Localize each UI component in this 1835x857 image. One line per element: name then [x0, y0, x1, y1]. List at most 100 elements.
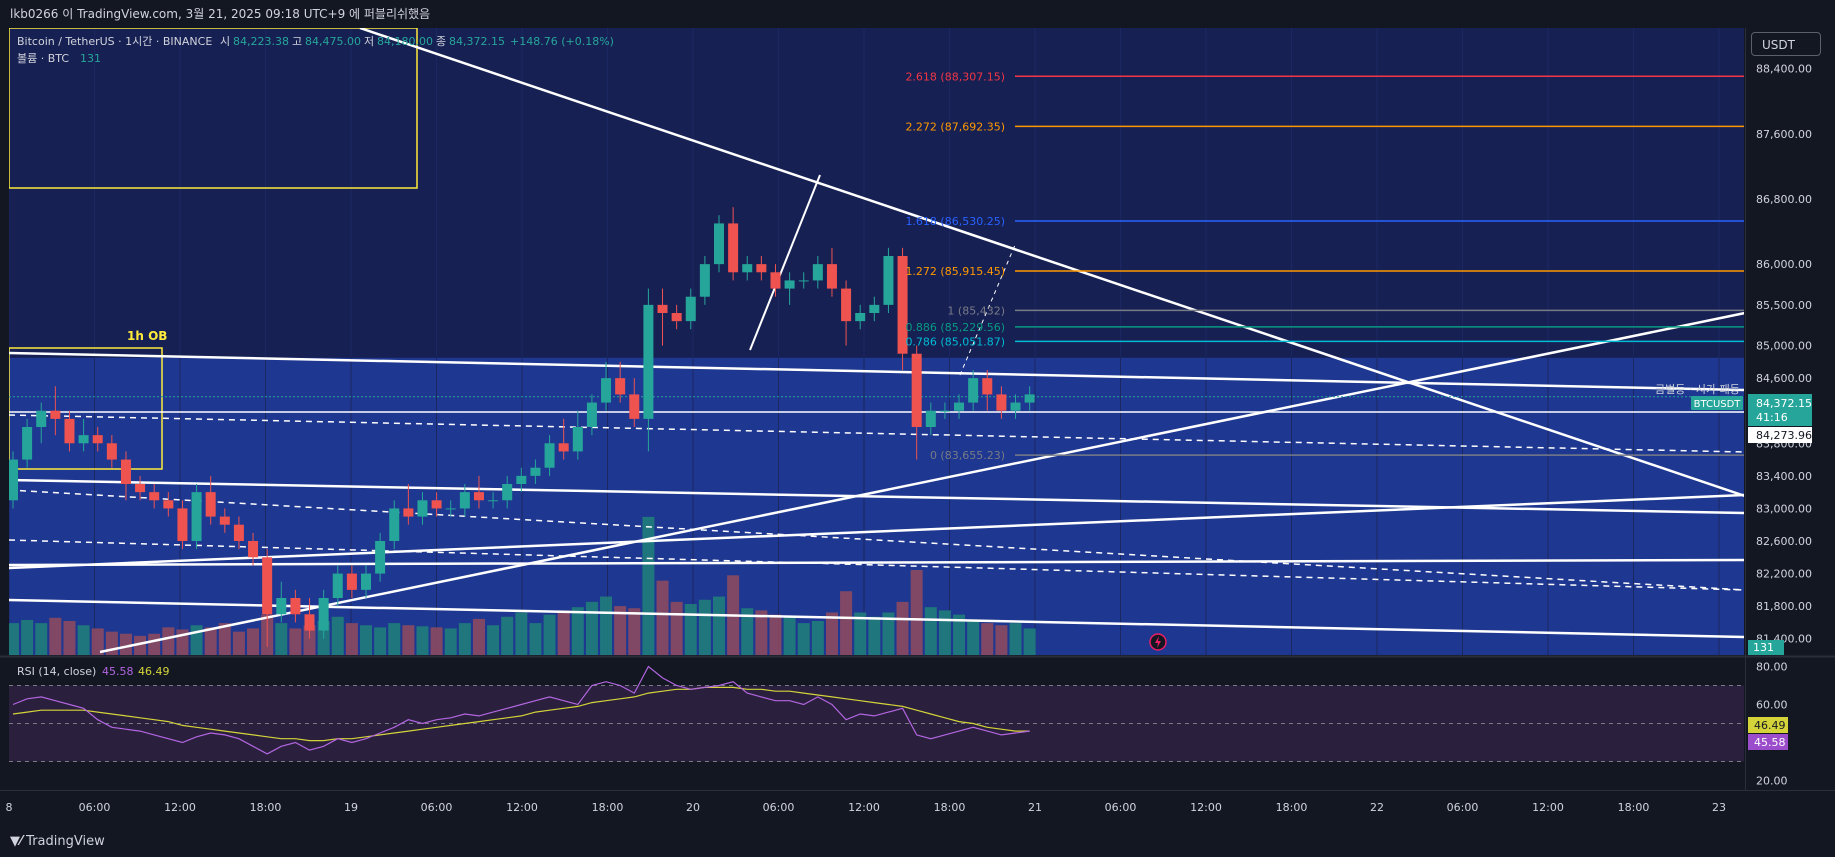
- volume-bar: [77, 625, 90, 655]
- price-tick: 85,000.00: [1756, 340, 1812, 353]
- volume-bar: [797, 623, 810, 655]
- volume-bar: [713, 596, 725, 655]
- volume-bar: [938, 610, 951, 655]
- candle-body: [177, 508, 188, 541]
- candle-body: [459, 492, 470, 509]
- candle-body: [1024, 394, 1035, 403]
- rsi-ma-tag: [1748, 717, 1788, 733]
- currency-button[interactable]: USDT: [1751, 32, 1821, 56]
- candle-body: [318, 598, 329, 631]
- candle-body: [304, 614, 315, 631]
- candle-body: [629, 394, 640, 419]
- volume-bar: [924, 607, 937, 655]
- candle-body: [714, 223, 724, 265]
- candle-body: [756, 264, 767, 273]
- rsi-lines: [9, 665, 1745, 762]
- volume-bar: [9, 623, 19, 655]
- price-axis[interactable]: 88,400.00 87,600.00 86,800.00 86,000.00 85,5…: [1756, 63, 1812, 646]
- volume-bar: [854, 612, 867, 655]
- rsi-label[interactable]: RSI (14, close): [17, 665, 96, 678]
- time-tick: 12:00: [848, 801, 880, 814]
- candle-body: [248, 541, 259, 558]
- volume-bar: [600, 596, 613, 655]
- candle-body: [671, 313, 682, 322]
- rsi-ma-value: 46.49: [138, 665, 170, 678]
- volume-label[interactable]: 볼륨 · BTC: [17, 52, 69, 65]
- price-tick: 81,800.00: [1756, 600, 1812, 613]
- trend-line: [749, 174, 821, 351]
- volume-bar: [289, 628, 302, 655]
- symbol-tag: [1691, 396, 1743, 410]
- volume-tag: [1748, 640, 1784, 655]
- candle-body: [361, 573, 371, 590]
- candle-body: [205, 492, 216, 517]
- volume-bar: [571, 607, 584, 655]
- volume-bar: [698, 599, 711, 655]
- rsi-tick: 20.00: [1756, 775, 1788, 788]
- volume-bar: [303, 625, 316, 655]
- time-tick: 12:00: [506, 801, 538, 814]
- candle-body: [445, 508, 456, 510]
- fib-label: 2.618 (88,307.15): [905, 70, 1005, 83]
- time-tick: 06:00: [763, 801, 795, 814]
- candle-body: [191, 492, 202, 541]
- open-label: 시: [220, 35, 230, 48]
- candle-body: [502, 484, 513, 501]
- volume-bar: [430, 627, 443, 655]
- volume-bar: [204, 627, 217, 655]
- trend-line: [9, 493, 1744, 570]
- candle-body: [135, 484, 146, 493]
- time-tick: 23: [1712, 801, 1726, 814]
- time-tick: 21: [1028, 801, 1042, 814]
- trend-line: [9, 489, 1744, 591]
- volume-bar: [190, 625, 203, 655]
- candle-body: [954, 402, 965, 411]
- candle-body: [219, 516, 230, 525]
- volume-bar: [444, 628, 457, 655]
- volume-bar: [35, 623, 48, 655]
- time-axis[interactable]: 8 06:00 12:00 18:00 19 06:00 12:00 18:00 20 06:00…: [6, 801, 1727, 814]
- volume-bar: [910, 570, 923, 655]
- candle-body: [9, 459, 18, 501]
- fib-label: 1 (85,432): [947, 304, 1005, 317]
- volume-bar: [162, 627, 175, 655]
- time-tick: 18:00: [592, 801, 624, 814]
- ob-label: 1h OB: [127, 329, 167, 343]
- candle-body: [728, 223, 739, 273]
- candle-body: [911, 353, 922, 427]
- time-tick: 18:00: [1276, 801, 1308, 814]
- candle-body: [488, 500, 499, 502]
- symbol-title[interactable]: Bitcoin / TetherUS · 1시간 · BINANCE: [17, 35, 212, 48]
- candle-body: [996, 394, 1007, 411]
- volume-bar: [557, 610, 570, 655]
- ob-box: [9, 347, 163, 470]
- candle-body: [968, 378, 979, 403]
- volume-bar: [247, 628, 260, 655]
- time-tick: 06:00: [1105, 801, 1137, 814]
- fib-label: 1.272 (85,915.45): [905, 265, 1005, 278]
- current-price: 84,372.15: [1756, 397, 1812, 410]
- rsi-ma-line: [12, 686, 1030, 742]
- drawings[interactable]: [9, 28, 1745, 654]
- volume-bar: [684, 604, 697, 655]
- volume-bar: [981, 623, 994, 655]
- candle-body: [530, 467, 541, 476]
- volume-bar: [656, 580, 669, 655]
- candle-body: [826, 264, 837, 289]
- time-tick: 18:00: [1618, 801, 1650, 814]
- time-tick: 18:00: [934, 801, 966, 814]
- candle-body: [798, 280, 809, 282]
- volume-bar: [896, 601, 909, 655]
- candle-body: [276, 598, 287, 615]
- volume-bar: [585, 601, 598, 655]
- rsi-value: 45.58: [102, 665, 134, 678]
- marker-price-tag: [1748, 427, 1812, 443]
- candle-body: [657, 304, 668, 313]
- price-tick: 86,800.00: [1756, 193, 1812, 206]
- price-chart[interactable]: Bitcoin / TetherUS · 1시간 · BINANCE 시 84,…: [0, 0, 1835, 827]
- candle-body: [841, 288, 852, 322]
- open-value: 84,223.38: [233, 35, 289, 48]
- volume-value: 131: [80, 52, 101, 65]
- volume-bar: [501, 616, 514, 655]
- candle-body: [78, 435, 89, 444]
